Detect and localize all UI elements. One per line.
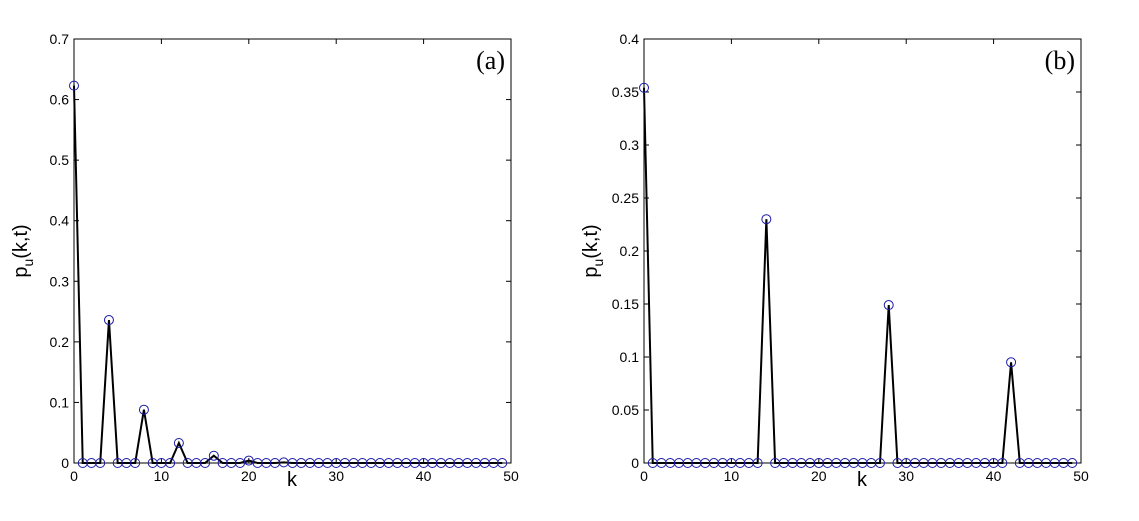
x-tick-label-b-0: 0 <box>640 468 648 484</box>
data-point-a-11 <box>165 458 176 468</box>
y-label-rest-b: (k,t) <box>580 224 602 258</box>
data-point-a-3 <box>95 458 106 468</box>
y-tick-label-a-2: 0.2 <box>50 334 70 350</box>
y-ticks-a: 0 0.1 0.2 0.3 0.4 0.5 0.6 0.7 <box>50 31 511 471</box>
y-tick-label-a-6: 0.6 <box>50 92 70 108</box>
y-tick-label-b-6: 0.3 <box>620 137 640 153</box>
data-point-a-12 <box>173 438 184 449</box>
y-label-sub-b: u <box>590 259 606 267</box>
y-tick-label-b-7: 0.35 <box>612 84 639 100</box>
data-point-b-13 <box>752 458 763 468</box>
x-tick-label-b-1: 10 <box>724 468 740 484</box>
x-tick-label-a-1: 10 <box>154 468 170 484</box>
y-tick-label-b-5: 0.25 <box>612 190 639 206</box>
x-tick-label-a-3: 30 <box>328 468 344 484</box>
x-tick-label-b-4: 40 <box>986 468 1002 484</box>
x-tick-b-0: 0 <box>640 39 648 484</box>
y-tick-label-a-1: 0.1 <box>50 394 70 410</box>
y-tick-a-7: 0.7 <box>50 31 511 47</box>
x-axis-label-a: k <box>287 469 298 491</box>
x-ticks-a: 0 10 20 30 40 50 <box>70 39 519 484</box>
x-tick-label-a-4: 40 <box>416 468 432 484</box>
data-point-a-7 <box>130 458 141 468</box>
x-tick-a-5: 50 <box>503 39 519 484</box>
y-tick-label-b-8: 0.4 <box>620 31 640 47</box>
panel-a: 0 0.1 0.2 0.3 0.4 0.5 0.6 0.7 0 10 20 30 40 50 (a) k… <box>10 31 519 491</box>
x-ticks-b: 0 10 20 30 40 50 <box>640 39 1089 484</box>
data-point-a-15 <box>200 458 211 468</box>
y-tick-label-b-2: 0.1 <box>620 349 640 365</box>
y-axis-label-a: pu(k,t) <box>10 224 36 277</box>
x-tick-label-a-2: 20 <box>241 468 257 484</box>
plot-area-b <box>643 38 1082 464</box>
data-point-b-49 <box>1067 458 1078 468</box>
data-point-a-8 <box>138 404 149 415</box>
y-tick-label-b-4: 0.2 <box>620 243 640 259</box>
x-tick-a-0: 0 <box>70 39 78 484</box>
y-tick-b-8: 0.4 <box>620 31 1081 47</box>
plot-area-a <box>73 38 512 464</box>
data-point-a-16 <box>208 450 219 461</box>
x-tick-label-b-5: 50 <box>1073 468 1089 484</box>
y-ticks-b: 0 0.05 0.1 0.15 0.2 0.25 0.3 0.35 0.4 <box>612 31 1081 471</box>
panel-label-b: (b) <box>1045 46 1075 75</box>
data-point-b-41 <box>997 458 1008 468</box>
y-tick-label-a-3: 0.3 <box>50 273 70 289</box>
y-tick-label-a-5: 0.5 <box>50 152 70 168</box>
data-point-b-28 <box>883 300 894 311</box>
y-label-rest-a: (k,t) <box>10 224 32 258</box>
y-tick-label-b-3: 0.15 <box>612 296 639 312</box>
y-label-main-a: p <box>10 267 32 278</box>
x-tick-label-b-3: 30 <box>898 468 914 484</box>
y-tick-a-3: 0.3 <box>50 273 511 289</box>
x-tick-label-a-0: 0 <box>70 468 78 484</box>
panel-b: 0 0.05 0.1 0.15 0.2 0.25 0.3 0.35 0.4 0 10 20 30 40 5… <box>580 31 1089 491</box>
x-tick-b-5: 50 <box>1073 39 1089 484</box>
y-tick-b-1: 0.05 <box>612 402 1081 418</box>
markers-a <box>69 80 508 468</box>
y-tick-label-b-1: 0.05 <box>612 402 639 418</box>
data-point-b-42 <box>1006 357 1017 368</box>
y-tick-a-2: 0.2 <box>50 334 511 350</box>
data-point-a-49 <box>497 458 508 468</box>
data-point-b-14 <box>761 214 772 225</box>
x-tick-label-b-2: 20 <box>811 468 827 484</box>
y-axis-label-b: pu(k,t) <box>580 224 606 277</box>
y-tick-a-1: 0.1 <box>50 394 511 410</box>
y-tick-label-a-7: 0.7 <box>50 31 70 47</box>
data-point-b-0 <box>639 82 649 93</box>
y-label-main-b: p <box>580 267 602 278</box>
panel-label-a: (a) <box>476 46 505 75</box>
y-tick-label-a-4: 0.4 <box>50 213 70 229</box>
y-tick-label-a-0: 0 <box>61 455 69 471</box>
x-axis-label-b: k <box>857 469 868 491</box>
data-point-a-4 <box>103 315 114 326</box>
y-tick-label-b-0: 0 <box>631 455 639 471</box>
data-point-b-27 <box>874 458 885 468</box>
data-point-a-0 <box>69 80 79 91</box>
markers-b <box>639 82 1078 468</box>
y-tick-b-2: 0.1 <box>620 349 1081 365</box>
x-tick-label-a-5: 50 <box>503 468 519 484</box>
y-label-sub-a: u <box>20 259 36 267</box>
